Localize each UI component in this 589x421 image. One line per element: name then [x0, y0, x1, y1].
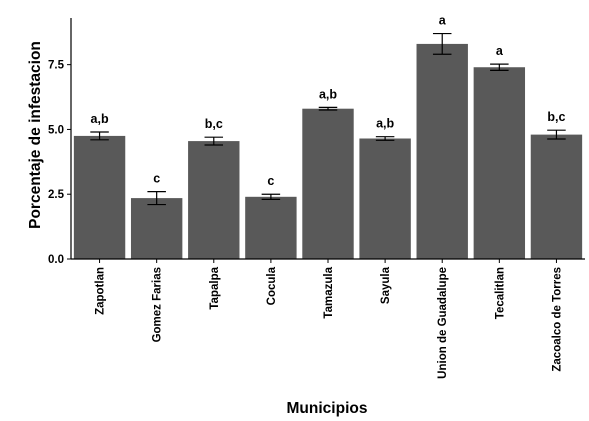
- x-tick-label: Cocula: [266, 266, 278, 305]
- error-bar: [204, 136, 224, 146]
- x-tick-label: Zacoalco de Torres: [551, 267, 563, 372]
- x-axis-title: Municipios: [287, 400, 368, 417]
- error-bar: [375, 136, 395, 141]
- x-tick-label: Gomez Farias: [152, 267, 164, 342]
- significance-label: c: [267, 174, 274, 188]
- x-tick-label: Tecalitlan: [494, 267, 506, 319]
- y-tick-label: 5.0: [48, 124, 64, 136]
- bar: [473, 67, 526, 259]
- significance-label: a: [439, 14, 447, 28]
- bar: [359, 138, 411, 259]
- bar: [188, 141, 240, 259]
- significance-label: a,b: [376, 117, 394, 131]
- x-axis: Zapotlan Gomez Farias Tapalpa Cocula Tamazul…: [71, 258, 585, 379]
- bar: [73, 135, 126, 259]
- y-tick-label: 7.5: [48, 60, 65, 72]
- significance-label: c: [153, 172, 160, 186]
- bar: [302, 108, 354, 260]
- error-bar: [432, 32, 452, 55]
- y-tick-label: 0.0: [48, 254, 64, 266]
- y-axis-title: Porcentaje de infestacion: [27, 41, 44, 229]
- error-bar: [547, 129, 566, 140]
- error-bar: [261, 193, 281, 200]
- bar: [530, 134, 583, 259]
- significance-label: a: [496, 44, 504, 58]
- error-bar: [318, 106, 338, 111]
- significance-label: a,b: [91, 112, 109, 126]
- error-bar: [147, 191, 166, 206]
- significance-label: a,b: [319, 87, 337, 101]
- y-tick-label: 2.5: [48, 189, 65, 201]
- x-tick-label: Union de Guadalupe: [437, 267, 449, 379]
- significance-label: b,c: [547, 110, 565, 124]
- bar: [416, 43, 468, 260]
- significance-label: b,c: [205, 117, 223, 131]
- bar: [130, 198, 183, 259]
- error-bar: [490, 63, 509, 71]
- x-tick-label: Tamazula: [323, 266, 335, 318]
- plot-area: a,b c b,c c a,b a,b a a b,c: [73, 14, 583, 260]
- x-tick-label: Zapotlan: [95, 267, 107, 315]
- bar: [245, 196, 297, 259]
- x-tick-label: Tapalpa: [209, 266, 221, 309]
- x-tick-label: Sayula: [380, 266, 392, 304]
- y-axis: 0.0 2.5 5.0 7.5: [48, 18, 72, 266]
- error-bar: [90, 131, 109, 141]
